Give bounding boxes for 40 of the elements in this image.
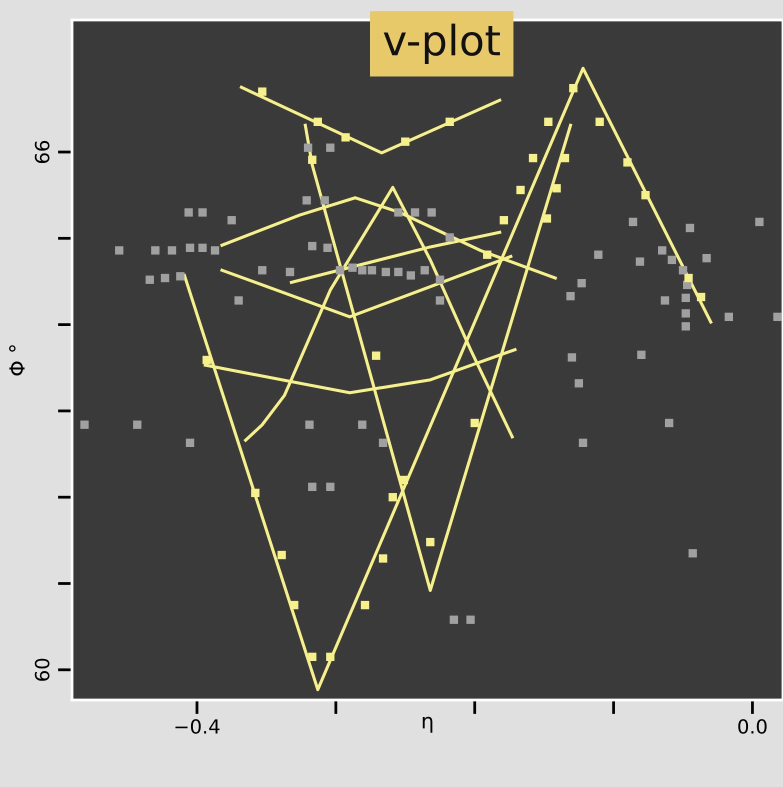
point xyxy=(500,216,508,224)
x-tick-label: 0.0 xyxy=(738,719,767,734)
point xyxy=(308,652,316,662)
point xyxy=(623,158,632,167)
y-tick-label: 60 xyxy=(34,658,50,681)
point xyxy=(542,214,552,223)
point xyxy=(528,154,538,162)
point xyxy=(552,184,561,192)
point xyxy=(251,488,260,498)
point xyxy=(684,274,693,282)
x-axis-title: η xyxy=(422,716,432,733)
point xyxy=(446,118,454,126)
point xyxy=(569,84,578,92)
point xyxy=(372,352,380,360)
annotation: v-plot xyxy=(384,24,500,64)
x-tick-label: −0.4 xyxy=(175,719,220,734)
point xyxy=(258,87,266,96)
point xyxy=(544,118,552,126)
point xyxy=(483,250,492,259)
point xyxy=(400,476,408,484)
point xyxy=(596,118,604,126)
point xyxy=(308,156,316,164)
point xyxy=(290,600,298,610)
point xyxy=(560,154,570,162)
point xyxy=(401,138,410,146)
point xyxy=(378,554,388,563)
point xyxy=(388,493,397,502)
point xyxy=(696,292,706,302)
y-tick-label: 66 xyxy=(34,140,50,164)
point xyxy=(360,600,370,610)
point xyxy=(341,133,350,142)
y-axis-title: Φ ° xyxy=(9,345,25,376)
point xyxy=(326,652,334,662)
point xyxy=(202,356,211,364)
point xyxy=(426,538,434,546)
point xyxy=(641,191,650,200)
point xyxy=(516,186,525,194)
point xyxy=(278,550,286,560)
point xyxy=(470,418,479,428)
point xyxy=(314,118,322,126)
